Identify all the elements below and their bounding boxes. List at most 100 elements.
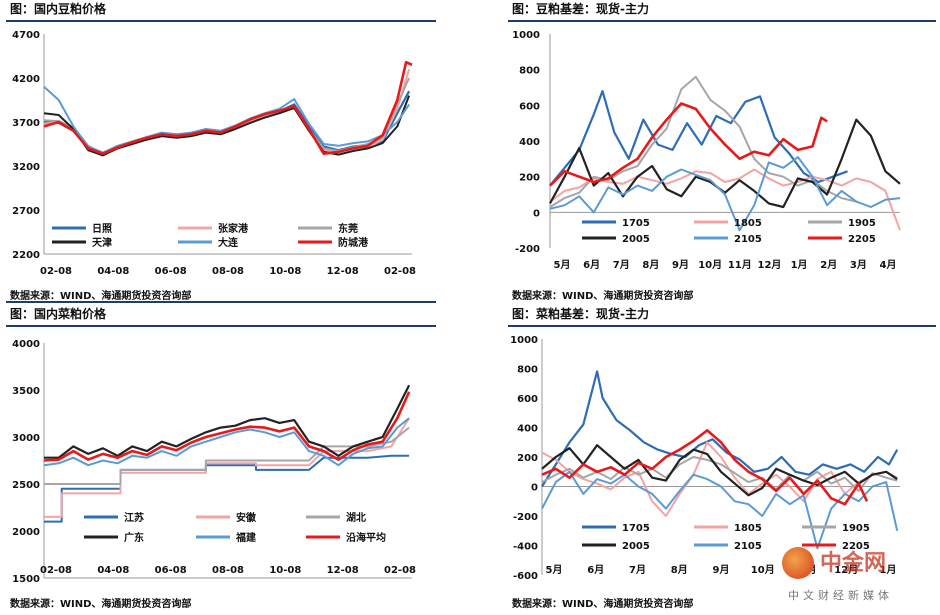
- x-tick-label: 12月: [757, 259, 781, 271]
- x-tick-label: 1月: [791, 259, 808, 271]
- series-line-沿海平均: [43, 391, 411, 462]
- y-tick-label: 2700: [12, 206, 40, 217]
- series-line-2105: [541, 470, 899, 550]
- chart-soymeal-basis: -200 0 200 400 600 800 1000 5月 6月 7月 8月 9月 10月 11月 12月…: [512, 30, 901, 271]
- legend-label: 2005: [622, 541, 650, 552]
- y-tick-label: 1000: [512, 30, 540, 41]
- x-tick-label: 6月: [583, 259, 600, 271]
- x-tick-label: 06-08: [155, 565, 187, 576]
- series-line-广东: [44, 384, 411, 459]
- title-rule: [6, 325, 436, 327]
- x-tick-label: 08-08: [212, 266, 244, 277]
- series-line-张家港: [43, 68, 411, 156]
- legend-label: 2205: [842, 541, 870, 552]
- x-tick-label: 2月: [820, 259, 837, 271]
- y-tick-label: 3500: [12, 386, 40, 397]
- legend-label: 1905: [848, 218, 876, 229]
- y-tick-label: 4200: [12, 74, 40, 85]
- legend-label: 湖北: [346, 511, 366, 524]
- legend-label: 2105: [734, 234, 762, 245]
- y-tick-label: -200: [513, 512, 538, 523]
- legend-label: 2205: [848, 234, 876, 245]
- x-tick-label: 1月: [880, 564, 897, 576]
- legend-label: 沿海平均: [346, 531, 386, 544]
- y-tick-label: 800: [517, 365, 538, 376]
- y-tick-label: 600: [519, 101, 540, 112]
- legend-label: 天津: [92, 236, 112, 249]
- legend-label: 东莞: [338, 222, 358, 235]
- chart-rapemeal-basis: -600 -400 -200 0 200 400 600 800 1000 5月 6月 7月 8月 9月 1…: [510, 335, 900, 582]
- series-line-1805: [549, 168, 901, 231]
- series-line-江苏: [44, 454, 410, 523]
- y-tick-label: 3000: [12, 433, 40, 444]
- legend-label: 大连: [218, 236, 239, 249]
- legend-label: 安徽: [236, 511, 257, 524]
- data-source: 数据来源：WIND、海通期货投资咨询部: [512, 599, 694, 610]
- series-line-1905: [541, 456, 898, 492]
- legend-label: 1705: [622, 523, 650, 534]
- x-tick-label: 3月: [850, 259, 867, 271]
- legend-label: 江苏: [124, 511, 144, 524]
- y-tick-label: -400: [513, 542, 538, 553]
- x-tick-label: 6月: [587, 564, 604, 576]
- data-source: 数据来源：WIND、海通期货投资咨询部: [10, 599, 192, 610]
- chart-title: 图：豆粕基差：现货-主力: [512, 2, 649, 16]
- legend-label: 1805: [734, 523, 762, 534]
- series-line-2005: [541, 444, 898, 497]
- series-line-2205: [541, 429, 869, 506]
- x-tick-label: 02-08: [384, 565, 416, 576]
- x-tick-label: 8月: [642, 259, 659, 271]
- y-tick-label: 4000: [12, 339, 40, 350]
- y-tick-label: 200: [519, 173, 540, 184]
- x-tick-label: 8月: [671, 564, 688, 576]
- x-tick-label: 12-08: [327, 266, 359, 277]
- series-line-1705: [549, 90, 848, 187]
- legend-label: 2105: [734, 541, 762, 552]
- watermark-name: 中金网: [820, 551, 887, 576]
- x-tick-label: 9月: [713, 564, 730, 576]
- legend-label: 1805: [734, 218, 762, 229]
- series-line-1805: [541, 441, 898, 517]
- x-tick-label: 5月: [554, 259, 571, 271]
- legend-label: 日照: [92, 223, 112, 235]
- chart-rapemeal-price: 1500 2000 2500 3000 3500 4000 02-08 04-08 06-08 0…: [12, 339, 416, 585]
- chart-soymeal-price: 2200 2700 3200 3700 4200 4700 02-08 04-08 06-08 0…: [12, 30, 416, 277]
- legend-label: 福建: [235, 531, 257, 544]
- x-tick-label: 7月: [613, 259, 630, 271]
- chart-title: 图：国内菜粕价格: [10, 307, 107, 321]
- y-tick-label: 600: [517, 394, 538, 405]
- title-rule: [508, 20, 936, 22]
- y-tick-label: 3200: [12, 162, 40, 173]
- x-tick-label: 10月: [751, 564, 775, 576]
- series-line-2005: [549, 118, 901, 209]
- series-line-1705: [541, 370, 899, 488]
- y-tick-label: -600: [513, 571, 538, 582]
- watermark-subtitle: 中文财经新媒体: [788, 589, 893, 602]
- panel-soymeal-price: 图：国内豆粕价格 2200 2700 3200 3700 4200 4700 02-08 04…: [0, 0, 440, 305]
- x-tick-label: 5月: [546, 564, 563, 576]
- panel-rapemeal-basis: 图：菜粕基差：现货-主力 -600 -400 -200 0 200 400 600 800 10…: [502, 305, 940, 615]
- y-tick-label: 1500: [12, 574, 40, 585]
- source-rule: [6, 301, 436, 303]
- x-tick-label: 11月: [728, 259, 752, 271]
- chart-title: 图：菜粕基差：现货-主力: [512, 307, 649, 321]
- series-line-防城港: [43, 60, 413, 155]
- legend-label: 广东: [124, 531, 144, 544]
- y-tick-label: 200: [517, 453, 538, 464]
- series-line-大连: [43, 86, 410, 154]
- watermark: 中金网 中文财经新媒体: [782, 545, 932, 605]
- y-tick-label: 800: [519, 66, 540, 77]
- legend-label: 1705: [622, 218, 650, 229]
- chart-title: 图：国内豆粕价格: [10, 2, 107, 16]
- series-line-2105: [549, 156, 901, 232]
- x-tick-label: 9月: [672, 259, 689, 271]
- title-rule: [6, 20, 436, 22]
- series-line-福建: [43, 417, 410, 467]
- y-tick-label: 2200: [12, 250, 40, 261]
- series-line-2205: [549, 102, 828, 187]
- x-tick-label: 02-08: [384, 266, 416, 277]
- x-tick-label: 10月: [698, 259, 722, 271]
- panel-soymeal-basis: 图：豆粕基差：现货-主力 -200 0 200 400 600 800 1000 5月 6月 7月…: [502, 0, 940, 305]
- x-tick-label: 02-08: [40, 565, 72, 576]
- x-tick-label: 02-08: [40, 266, 72, 277]
